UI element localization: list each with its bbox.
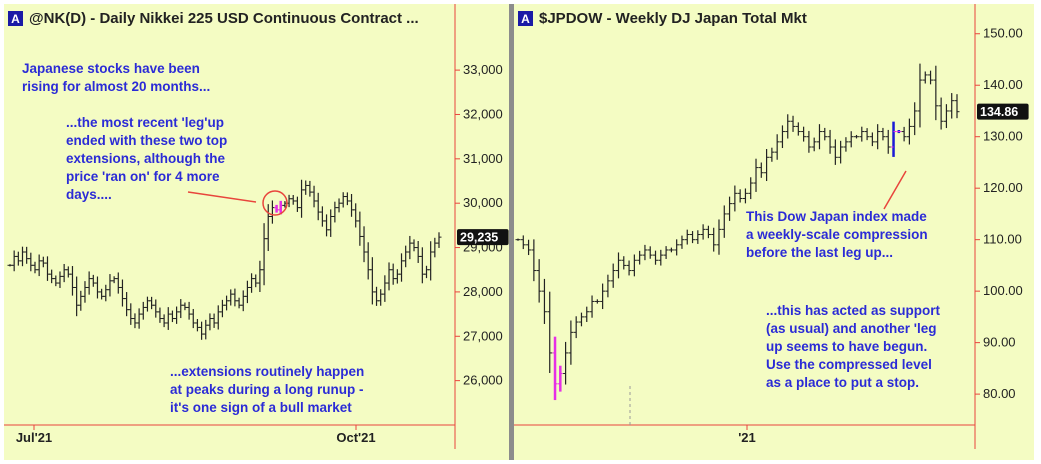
y-tick-label: 27,000 [463,328,503,343]
note-extensions-peaks: ...extensions routinely happen at peaks … [170,363,364,417]
y-tick-label: 130.00 [983,129,1023,144]
jpdow-chart-svg: 80.00 90.00 100.00 110.00 120.00 130.00 140.00… [514,4,1029,449]
extension-highlight-circle [262,190,288,216]
y-tick-label: 100.00 [983,283,1023,298]
last-price-label: 29,235 [460,231,498,245]
x-tick-label: Oct'21 [336,430,375,445]
y-tick-label: 110.00 [983,232,1022,247]
note-line: days.... [66,187,112,202]
left-chart-title: @NK(D) - Daily Nikkei 225 USD Continuous… [29,10,419,27]
y-tick-label: 31,000 [463,151,503,166]
y-tick-label: 30,000 [463,195,503,210]
note-rising-stocks: Japanese stocks have been rising for alm… [22,60,210,96]
left-chart-panel: 26,000 27,000 28,000 29,000 30,000 31,000 32,0… [4,4,509,460]
note-line: Use the compressed level [766,357,932,372]
note-line: This Dow Japan index made [746,209,927,224]
panel-divider[interactable] [509,4,514,460]
note-leg-up-extensions: ...the most recent 'leg'up ended with th… [66,114,227,204]
note-line: a weekly-scale compression [746,227,928,242]
nikkei-chart-svg: 26,00027,00028,00029,00030,00031,00032,0… [4,4,509,449]
note-line: Japanese stocks have been [22,61,200,76]
y-tick-label: 140.00 [983,77,1023,92]
last-price-box [457,229,509,246]
y-tick-label: 150.00 [983,26,1023,41]
note-line: up seems to have begun. [766,339,928,354]
x-tick-label: Jul'21 [16,430,52,445]
y-tick-label: 80.00 [983,386,1016,401]
y-tick-label: 28,000 [463,284,503,299]
chart-badge[interactable]: A [518,11,533,26]
chart-badge[interactable]: A [8,11,23,26]
note-support-stop: ...this has acted as support (as usual) … [766,302,940,392]
y-tick-label: 120.00 [983,180,1023,195]
annotation-pointer-line [187,191,257,203]
right-chart-panel: 80.00 90.00 100.00 110.00 120.00 130.00 140.00… [514,4,1034,460]
note-line: (as usual) and another 'leg [766,321,937,336]
note-line: price 'ran on' for 4 more [66,169,220,184]
right-chart-header: A $JPDOW - Weekly DJ Japan Total Mkt [518,10,807,27]
annotation-pointer-line [883,170,907,210]
note-line: extensions, although the [66,151,226,166]
note-line: before the last leg up... [746,245,894,260]
note-line: ...this has acted as support [766,303,941,318]
y-tick-label: 90.00 [983,335,1016,350]
note-weekly-compression: This Dow Japan index made a weekly-scale… [746,208,928,262]
note-line: as a place to put a stop. [766,375,920,390]
y-tick-label: 26,000 [463,373,503,388]
right-chart-title: $JPDOW - Weekly DJ Japan Total Mkt [539,10,807,27]
left-chart-header: A @NK(D) - Daily Nikkei 225 USD Continuo… [8,10,419,27]
y-tick-label: 32,000 [463,106,503,121]
note-line: ended with these two top [66,133,228,148]
x-tick-label: '21 [738,430,756,445]
y-tick-label: 33,000 [463,62,503,77]
note-line: at peaks during a long runup - [170,382,364,397]
note-line: ...extensions routinely happen [170,364,365,379]
note-line: it's one sign of a bull market [170,400,352,415]
last-price-label: 134.86 [980,105,1018,119]
note-line: rising for almost 20 months... [22,79,211,94]
note-line: ...the most recent 'leg'up [66,115,224,130]
last-price-box [977,103,1029,120]
